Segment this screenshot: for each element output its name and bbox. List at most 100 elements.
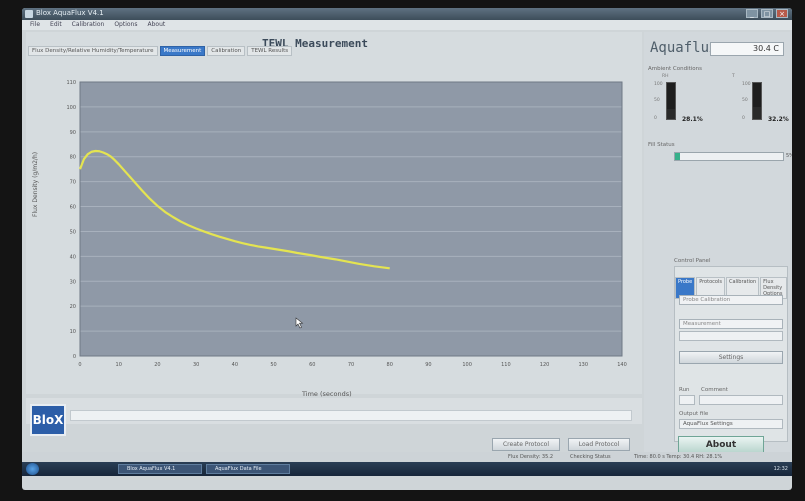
run-label: Run [679, 387, 690, 393]
plot-background [80, 82, 622, 356]
x-tick-label: 50 [270, 362, 276, 368]
x-tick-label: 0 [78, 362, 81, 368]
mouse-cursor-icon [295, 317, 304, 329]
status-right: Time: 80.0 s Temp: 30.4 RH: 28.1% [634, 454, 723, 460]
gauge-t-tick-50: 50 [742, 98, 748, 103]
menu-options[interactable]: Options [114, 21, 138, 28]
plot-border [79, 81, 623, 357]
fill-progress-bar [675, 153, 681, 160]
gauge-rh-tick-0: 0 [654, 116, 657, 121]
t-gauge-fill [753, 107, 761, 119]
temperature-readout: 30.4 C [710, 42, 784, 56]
y-tick-label: 90 [70, 130, 76, 136]
x-tick-label: 110 [501, 362, 511, 368]
y-tick-label: 60 [70, 205, 76, 211]
minimize-icon[interactable]: _ [746, 9, 758, 18]
maximize-icon[interactable]: □ [761, 9, 773, 18]
status-left: Flux Density: 35.2 [508, 454, 554, 460]
control-panel-label: Control Panel [674, 258, 711, 264]
gauge-t-tick-0: 0 [742, 116, 745, 121]
x-tick-label: 60 [309, 362, 315, 368]
y-tick-label: 80 [70, 155, 76, 161]
rh-value: 28.1% [682, 116, 703, 123]
x-tick-label: 40 [232, 362, 238, 368]
menu-calibration[interactable]: Calibration [71, 21, 105, 28]
gauge-t-tick-100: 100 [742, 82, 751, 87]
t-gauge [752, 82, 762, 120]
fill-progress-value: 5% [786, 153, 792, 159]
taskbar: Blox AquaFlux V4.1 AquaFlux Data File 12… [22, 462, 792, 476]
chart-x-axis-label: Time (seconds) [302, 390, 352, 398]
output-file-field[interactable]: AquaFlux Settings [679, 419, 783, 429]
menu-edit[interactable]: Edit [50, 21, 62, 28]
taskbar-item-datafile[interactable]: AquaFlux Data File [206, 464, 290, 474]
y-tick-label: 0 [73, 354, 76, 360]
probe-calibration-select[interactable]: Probe Calibration [679, 295, 783, 305]
rh-gauge [666, 82, 676, 120]
comment-label: Comment [701, 387, 728, 393]
y-tick-label: 50 [70, 229, 76, 235]
tab-measurement[interactable]: Measurement [159, 46, 206, 56]
y-tick-label: 100 [66, 105, 76, 111]
control-panel: Probe Protocols Calibration Flux Density… [674, 266, 788, 442]
y-tick-label: 10 [70, 329, 76, 335]
gauge-rh-tick-50: 50 [654, 98, 660, 103]
tab-tewl-results[interactable]: TEWL Results [247, 46, 293, 56]
window-title: Blox AquaFlux V4.1 [36, 9, 104, 17]
tab-calibration[interactable]: Calibration [207, 46, 246, 56]
tewl-chart: 0 10 20 30 40 50 60 70 80 90 100 110 0 10 20 30 40 50 60 70… [50, 74, 630, 376]
x-tick-label: 140 [617, 362, 627, 368]
series-line [78, 149, 390, 270]
menu-file[interactable]: File [30, 21, 41, 28]
blox-logo: BloX [30, 404, 66, 436]
y-tick-label: 110 [66, 80, 76, 86]
x-tick-label: 130 [579, 362, 589, 368]
status-strip: Flux Density: 35.2 Checking Status Time:… [22, 452, 792, 462]
x-tick-label: 70 [348, 362, 354, 368]
taskbar-item-aquaflux[interactable]: Blox AquaFlux V4.1 [118, 464, 202, 474]
app-icon [25, 10, 33, 18]
window-controls: _ □ × [746, 9, 788, 18]
x-tick-label: 30 [193, 362, 199, 368]
side-panel: Aquaflux 30.4 C Ambient Conditions RH T … [644, 32, 792, 452]
x-tick-label: 80 [387, 362, 393, 368]
chart-y-axis-label: Flux Density (g/m2/h) [32, 151, 39, 217]
chart-svg: 0 10 20 30 40 50 60 70 80 90 100 110 0 10 20 30 40 50 60 70… [66, 80, 627, 368]
status-input[interactable] [70, 410, 632, 421]
taskbar-clock: 12:32 [773, 466, 788, 472]
gauge-rh-label: RH [662, 74, 669, 79]
create-protocol-button[interactable]: Create Protocol [492, 438, 560, 451]
y-tick-label: 30 [70, 279, 76, 285]
gauge-t-label: T [732, 74, 735, 79]
measurement-field[interactable] [679, 331, 783, 341]
x-tick-label: 120 [540, 362, 550, 368]
fill-status-label: Fill Status [648, 142, 675, 148]
ambient-label: Ambient Conditions [648, 66, 703, 72]
x-tick-label: 100 [462, 362, 472, 368]
start-button[interactable] [26, 463, 39, 475]
y-tick-label: 70 [70, 180, 76, 186]
menu-about[interactable]: About [147, 21, 166, 28]
control-tab-flux-options[interactable]: Flux Density Options [760, 277, 787, 299]
output-label: Output file [679, 411, 709, 417]
load-protocol-button[interactable]: Load Protocol [568, 438, 630, 451]
measurement-select[interactable]: Measurement [679, 319, 783, 329]
control-tabs: Probe Protocols Calibration Flux Density… [675, 277, 787, 299]
aquaflux-logo: Aquaflux [650, 40, 718, 56]
settings-button[interactable]: Settings [679, 351, 783, 364]
x-tick-label: 10 [116, 362, 122, 368]
rh-gauge-fill [667, 108, 675, 119]
run-field[interactable] [679, 395, 695, 405]
main-tabs: Flux Density/Relative Humidity/Temperatu… [28, 46, 293, 56]
comment-field[interactable] [699, 395, 783, 405]
app-window: Blox AquaFlux V4.1 _ □ × File Edit Calib… [22, 8, 792, 490]
title-bar: Blox AquaFlux V4.1 _ □ × [22, 8, 792, 20]
x-tick-label: 90 [425, 362, 431, 368]
close-icon[interactable]: × [776, 9, 788, 18]
y-tick-label: 20 [70, 304, 76, 310]
tab-flux-density[interactable]: Flux Density/Relative Humidity/Temperatu… [28, 46, 158, 56]
y-tick-label: 40 [70, 254, 76, 260]
main-panel: TEWL Measurement Flux Density/Relative H… [26, 32, 642, 398]
fill-progress [674, 152, 784, 161]
status-mid: Checking Status [570, 454, 611, 460]
